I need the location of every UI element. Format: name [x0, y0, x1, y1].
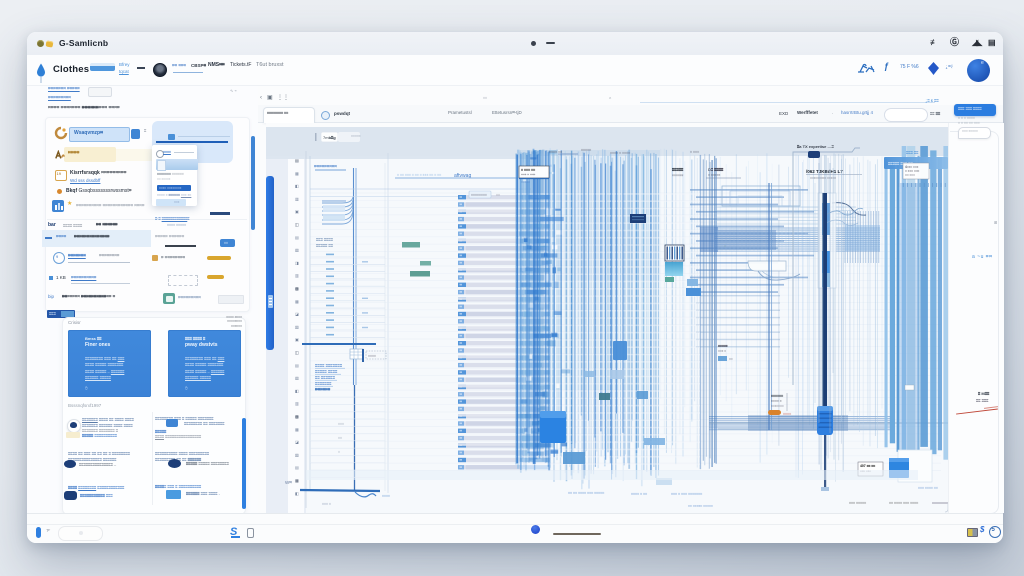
svg-text:⌗⌗⌗⌗ ⌗ ⌗⌗: ⌗⌗⌗⌗ ⌗ ⌗⌗ [631, 492, 647, 496]
svg-text:▦: ▦ [295, 478, 299, 483]
svg-text:⌗⌗⌗ ⌗ ⌗⌗⌗ ⌗⌗⌗⌗⌗⌗⌗: ⌗⌗⌗ ⌗ ⌗⌗⌗ ⌗⌗⌗⌗⌗⌗⌗ [671, 492, 702, 496]
svg-text:⌗⌗⌗⌗⌗: ⌗⌗⌗⌗⌗ [717, 344, 728, 348]
svg-text:▩: ▩ [295, 414, 299, 419]
svg-text:◧: ◧ [295, 491, 299, 496]
svg-text:▧: ▧ [295, 324, 299, 329]
svg-text:⌗⌗⌗⌗⌗⌗⌗⌗: ⌗⌗⌗⌗⌗⌗⌗⌗ [471, 193, 487, 197]
svg-text:◫: ◫ [295, 222, 299, 227]
svg-text:⌗⌗⌗⌗⌗⌗: ⌗⌗⌗⌗⌗⌗ [672, 174, 684, 178]
svg-text:⌗⌗⌗⌗⌗ ⌗⌗: ⌗⌗⌗⌗⌗ ⌗⌗ [316, 243, 334, 248]
svg-text:⌗⌗⌗⌗⌗⌗: ⌗⌗⌗⌗⌗⌗ [770, 394, 784, 398]
svg-text:▦: ▦ [295, 427, 299, 432]
svg-text:▤: ▤ [295, 465, 299, 470]
svg-text:⌗: ⌗ [724, 244, 726, 248]
svg-text:⌗⌗⌗ ⌗⌗⌗⌗: ⌗⌗⌗ ⌗⌗⌗⌗ [316, 237, 334, 242]
svg-text:▤: ▤ [295, 235, 299, 240]
svg-text:D⌗ ⌗⌗⌗⌗: D⌗ ⌗⌗⌗⌗ [708, 167, 724, 172]
svg-text:◧: ◧ [295, 388, 299, 393]
svg-text:⌗⌗⌗⌗⌗⌗: ⌗⌗⌗⌗⌗⌗ [314, 387, 331, 392]
svg-text:▦: ▦ [295, 299, 299, 304]
svg-text:◪: ◪ [295, 312, 299, 317]
svg-text:⌗⌗: ⌗⌗ [338, 436, 342, 440]
svg-text:⌗⌗⌗⌗⌗: ⌗⌗⌗⌗⌗ [521, 180, 530, 184]
svg-text:7mb⌗g: 7mb⌗g [323, 135, 336, 140]
svg-text:⌗ ⌗⌗ ⌗⌗⌗ ⌗ ⌗⌗ ⌗ ⌗⌗⌗ ⌗⌗ ⌗ ⌗⌗: ⌗ ⌗⌗ ⌗⌗⌗ ⌗ ⌗⌗ ⌗ ⌗⌗⌗ ⌗⌗ ⌗ ⌗⌗ [397, 173, 441, 177]
svg-text:⌗⌗⌗⌗⌗⌗⌗: ⌗⌗⌗⌗⌗⌗⌗ [771, 404, 784, 408]
svg-text:⌗⌗⌗⌗⌗ ⌗⌗⌗⌗: ⌗⌗⌗⌗⌗ ⌗⌗⌗⌗ [315, 369, 338, 374]
svg-text:⌗⌗ ⌗⌗⌗: ⌗⌗ ⌗⌗⌗ [905, 173, 915, 177]
svg-text:◫: ◫ [295, 350, 299, 355]
svg-text:▩: ▩ [295, 286, 299, 291]
svg-text:⌗⌗⌗⌗ ⌗ ⌗⌗⌗⌗: ⌗⌗⌗⌗ ⌗ ⌗⌗⌗⌗ [610, 151, 630, 155]
svg-text:⌗⌗⌗⌗⌗⌗⌗: ⌗⌗⌗⌗⌗⌗⌗ [315, 381, 332, 386]
svg-text:⌗⌗⌗⌗: ⌗⌗⌗⌗ [783, 412, 791, 416]
svg-text:⌗a TX expertise —⌗: ⌗a TX expertise —⌗ [796, 144, 835, 149]
svg-text:⌗⌗⌗ ⌗: ⌗⌗⌗ ⌗ [322, 502, 331, 506]
svg-text:aftvwag: aftvwag [454, 173, 471, 179]
svg-text:◨: ◨ [295, 260, 299, 265]
svg-text:⌗⌗: ⌗⌗ [729, 357, 733, 361]
svg-text:/062 TJKBdH1 L7: /062 TJKBdH1 L7 [806, 169, 843, 174]
svg-text:⌗⌗: ⌗⌗ [496, 193, 500, 197]
svg-text:▤: ▤ [295, 363, 299, 368]
svg-text:▥: ▥ [295, 273, 299, 278]
svg-text:⌗ ⌗⌗⌗ ⌗⌗: ⌗ ⌗⌗⌗ ⌗⌗ [520, 168, 536, 172]
svg-text:⌗ ⌗⌗⌗⌗⌗: ⌗ ⌗⌗⌗⌗⌗ [708, 173, 720, 177]
svg-text:⌗⌗ ⌗⌗⌗⌗⌗ ⌗⌗⌗⌗⌗: ⌗⌗ ⌗⌗⌗⌗⌗ ⌗⌗⌗⌗⌗ [688, 504, 713, 508]
svg-text:⌗⌗⌗⌗ ⌗⌗: ⌗⌗⌗⌗ ⌗⌗ [549, 150, 562, 154]
svg-text:⌗⌗⌗ ⌗ ⌗⌗⌗: ⌗⌗⌗ ⌗ ⌗⌗⌗ [521, 173, 536, 177]
svg-text:◪: ◪ [295, 440, 299, 445]
svg-text:▨: ▨ [295, 376, 299, 381]
svg-text:⌗⌗⌗⌗⌗: ⌗⌗⌗⌗⌗ [581, 148, 591, 152]
svg-text:⌗⌗⌗ ⌗⌗⌗⌗⌗: ⌗⌗⌗ ⌗⌗⌗⌗⌗ [849, 501, 866, 505]
svg-text:⌗⌗⌗⌗: ⌗⌗⌗⌗ [368, 354, 376, 358]
svg-text:⌗: ⌗ [338, 450, 340, 454]
svg-text:▥: ▥ [295, 196, 299, 201]
svg-text:⌗⌗⌗⌗ ⌗: ⌗⌗⌗⌗ ⌗ [771, 399, 782, 403]
svg-text:407 ⌗⌗ ⌗⌗: 407 ⌗⌗ ⌗⌗ [860, 464, 875, 468]
svg-text:▤: ▤ [295, 158, 299, 163]
svg-text:▦: ▦ [295, 171, 299, 176]
svg-text:⌗⌗⌗ ⌗⌗: ⌗⌗⌗ ⌗⌗ [906, 150, 919, 155]
svg-text:⌗ ⌗⌗⌗: ⌗ ⌗⌗⌗ [690, 150, 699, 154]
svg-text:⌗⌗⌗⌗⌗⌗⌗⌗⌗: ⌗⌗⌗⌗⌗⌗⌗⌗⌗ [314, 164, 337, 169]
svg-text:⌗⌗ ⌗⌗⌗⌗ ⌗⌗⌗ ⌗⌗⌗⌗: ⌗⌗ ⌗⌗⌗⌗ ⌗⌗⌗ ⌗⌗⌗⌗ [889, 501, 918, 505]
svg-text:⌗⌗⌗ ⌗⌗⌗⌗ ⌗⌗: ⌗⌗⌗ ⌗⌗⌗⌗ ⌗⌗ [918, 486, 938, 490]
svg-text:⌗⌗⌗⌗⌗: ⌗⌗⌗⌗⌗ [671, 167, 684, 172]
svg-text:W⌗: W⌗ [285, 480, 292, 485]
svg-text:⌗⌗⌗⌗⌗ ⌗⌗⌗ ⌗⌗: ⌗⌗⌗⌗⌗ ⌗⌗⌗ ⌗⌗ [888, 161, 913, 166]
svg-text:⌗⌗ ⌗⌗⌗⌗⌗⌗: ⌗⌗ ⌗⌗⌗⌗⌗⌗ [315, 375, 336, 380]
svg-text:⌗⌗⌗⌗⌗: ⌗⌗⌗⌗⌗ [351, 134, 361, 138]
svg-text:▣: ▣ [295, 209, 299, 214]
svg-text:⌗⌗⌗⌗: ⌗⌗⌗⌗ [382, 494, 390, 498]
svg-text:⌗⌗⌗: ⌗⌗⌗ [338, 422, 344, 426]
svg-text:▨: ▨ [295, 248, 299, 253]
svg-text:▣: ▣ [295, 337, 299, 342]
svg-text:⌗ ⌗⌗⌗ ⌗⌗⌗: ⌗ ⌗⌗⌗ ⌗⌗⌗ [905, 169, 920, 173]
svg-text:▧: ▧ [295, 452, 299, 457]
svg-text:⌗⌗⌗⌗⌗⌗⌗⌗⌗ ⌗⌗⌗⌗⌗: ⌗⌗⌗⌗⌗⌗⌗⌗⌗ ⌗⌗⌗⌗⌗ [810, 176, 836, 180]
svg-text:⌗⌗ ⌗⌗ ⌗⌗⌗⌗ ⌗⌗⌗ ⌗⌗⌗⌗⌗: ⌗⌗ ⌗⌗ ⌗⌗⌗⌗ ⌗⌗⌗ ⌗⌗⌗⌗⌗ [568, 491, 604, 495]
svg-text:4⌗⌗⌗ ⌗⌗⌗: 4⌗⌗⌗ ⌗⌗⌗ [905, 165, 919, 169]
svg-text:⌗⌗⌗ ⌗: ⌗⌗⌗ ⌗ [718, 349, 726, 353]
svg-text:◧: ◧ [295, 184, 299, 189]
svg-text:⌗⌗⌗⌗ ⌗⌗⌗⌗⌗⌗⌗: ⌗⌗⌗⌗ ⌗⌗⌗⌗⌗⌗⌗ [315, 363, 343, 368]
svg-text:▥: ▥ [295, 401, 299, 406]
